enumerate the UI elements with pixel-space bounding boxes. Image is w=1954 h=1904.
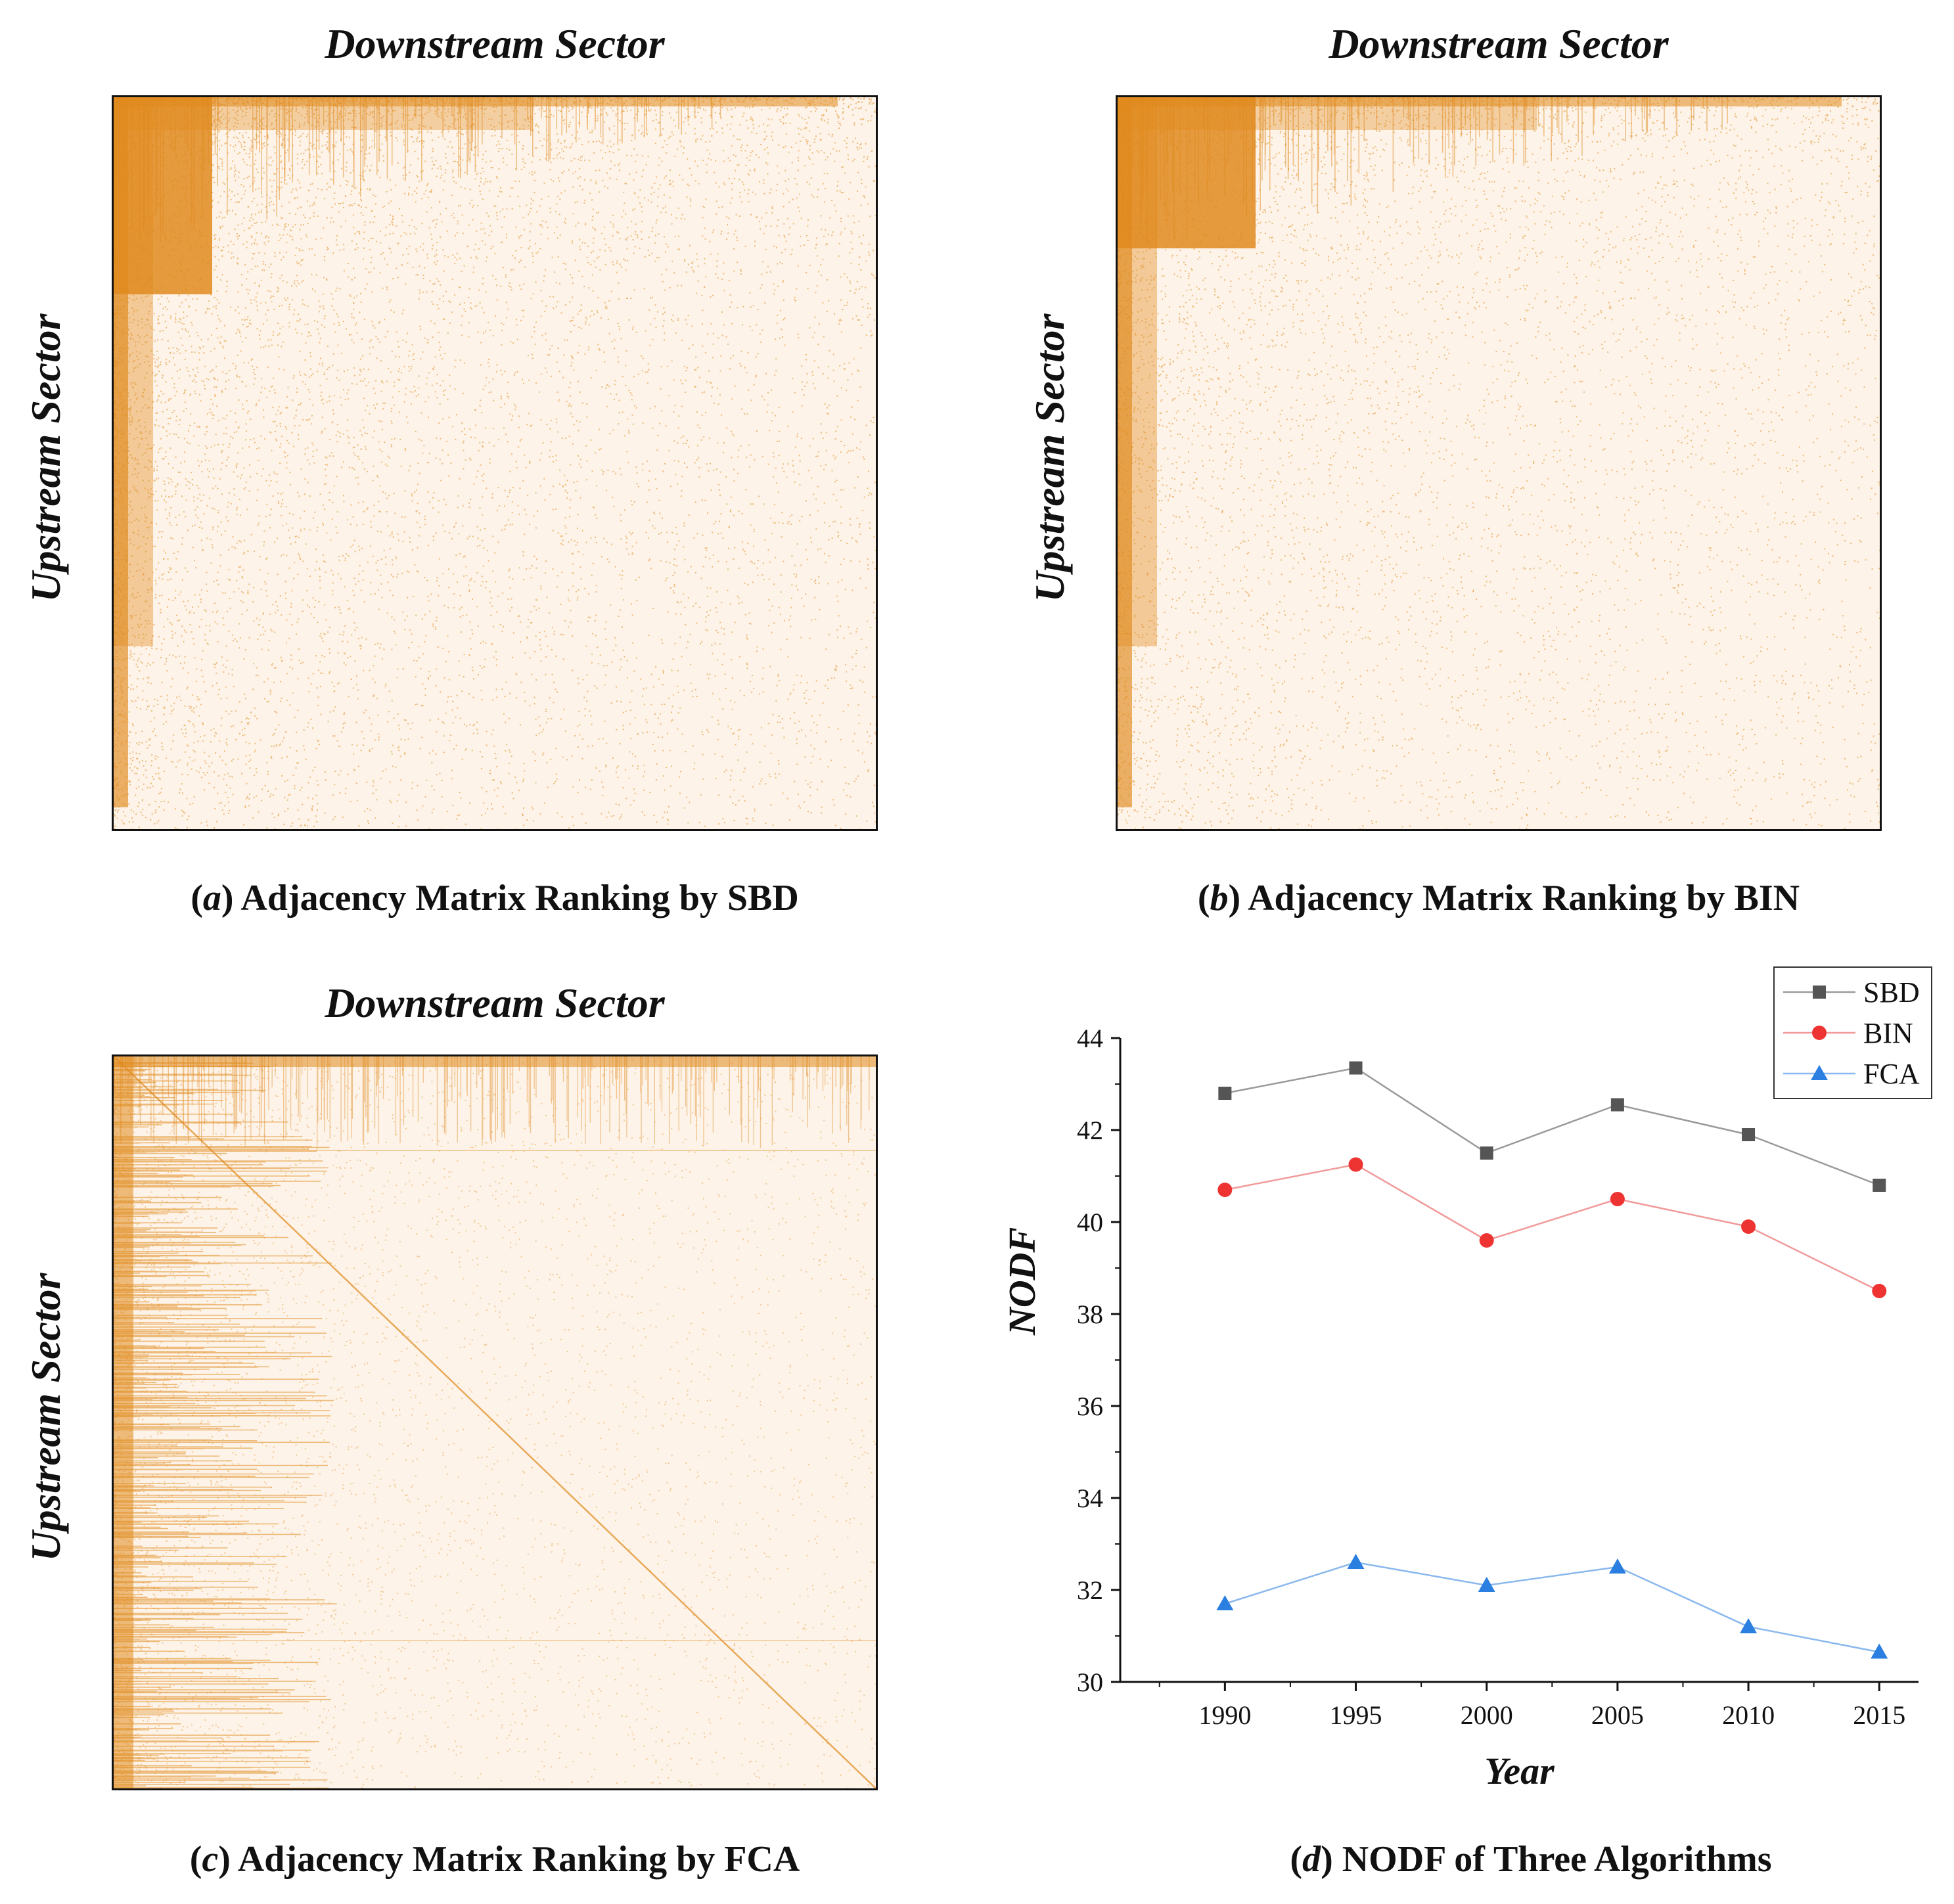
matrix-a-cells — [114, 97, 876, 829]
series-sbd-point — [1610, 1098, 1624, 1112]
series-bin-point — [1610, 1192, 1625, 1206]
series-fca-point — [1608, 1558, 1626, 1574]
matrix-a-scatter — [114, 97, 876, 829]
legend-fca-marker — [1811, 1065, 1828, 1080]
panel-a-side-label: Upstream Sector — [22, 313, 69, 602]
panel-a-matrix — [112, 95, 878, 831]
x-tick-label: 2010 — [1722, 1700, 1775, 1730]
matrix-c-top-band — [114, 1056, 876, 1067]
series-bin-point — [1348, 1157, 1363, 1172]
series-sbd-point — [1349, 1061, 1363, 1075]
series-fca-line — [1224, 1561, 1880, 1653]
panel-a-caption-letter: a — [202, 878, 221, 918]
matrix-c-left-band — [114, 1056, 133, 1788]
panel-c-side-label: Upstream Sector — [22, 1273, 69, 1562]
matrix-a-streaks — [114, 97, 721, 242]
x-tick-label: 2005 — [1591, 1700, 1644, 1730]
legend-sbd-marker — [1813, 986, 1826, 999]
y-tick-label: 38 — [1077, 1300, 1103, 1329]
x-axis-label: Year — [1484, 1750, 1555, 1792]
series-sbd-point — [1480, 1146, 1493, 1160]
panel-b-caption: (b) Adjacency Matrix Ranking by BIN — [1197, 878, 1800, 918]
series-sbd-point — [1873, 1179, 1886, 1192]
matrix-a-plot — [114, 97, 876, 829]
y-axis-label: NODF — [1001, 1227, 1043, 1336]
series-sbd-point — [1218, 1087, 1232, 1100]
panel-d-caption-letter: d — [1302, 1839, 1321, 1880]
panel-c-caption-letter: c — [202, 1839, 219, 1880]
panel-b-matrix — [1116, 95, 1882, 831]
series-bin-point — [1872, 1284, 1887, 1298]
y-tick-label: 40 — [1077, 1208, 1103, 1237]
matrix-c-plot — [114, 1056, 876, 1788]
series-sbd-line — [1225, 1067, 1880, 1187]
matrix-b-cells — [1118, 97, 1880, 829]
series-bin-point — [1741, 1219, 1756, 1234]
legend-bin-marker — [1812, 1026, 1827, 1040]
matrix-c-hline-1 — [114, 1150, 876, 1151]
matrix-c-row-streaks — [114, 1062, 337, 1788]
panel-b-caption-letter: b — [1210, 878, 1229, 918]
series-bin-point — [1217, 1183, 1233, 1197]
x-tick-label: 1995 — [1330, 1700, 1382, 1730]
nodf-line-chart: 30 32 34 36 38 40 42 44 1990 1995 2000 2005 2010 2015… — [1001, 966, 1932, 1792]
x-tick-label: 2000 — [1461, 1700, 1513, 1730]
panel-d-caption: (d) NODF of Three Algorithms — [1290, 1839, 1772, 1880]
series-fca-point — [1347, 1554, 1365, 1569]
series-fca-point — [1740, 1618, 1758, 1633]
panel-a-caption: (a) Adjacency Matrix Ranking by SBD — [191, 878, 799, 918]
panel-b-side-label: Upstream Sector — [1026, 313, 1073, 602]
legend-bin-label: BIN — [1863, 1017, 1913, 1049]
y-tick-label: 36 — [1077, 1392, 1103, 1421]
matrix-b-plot — [1118, 97, 1880, 829]
matrix-b-streaks — [1118, 97, 1728, 246]
legend-fca-label: FCA — [1863, 1058, 1920, 1090]
series-fca — [1216, 1554, 1888, 1659]
series-sbd-point — [1742, 1128, 1756, 1141]
panel-c-caption: (c) Adjacency Matrix Ranking by FCA — [189, 1839, 800, 1880]
matrix-c-col-streaks — [114, 1056, 870, 1148]
series-bin — [1217, 1157, 1887, 1298]
panel-d-caption-text: NODF of Three Algorithms — [1332, 1839, 1772, 1880]
panel-b-caption-text: Adjacency Matrix Ranking by BIN — [1240, 878, 1800, 918]
panel-c-top-label: Downstream Sector — [325, 980, 665, 1026]
panel-c-caption-text: Adjacency Matrix Ranking by FCA — [230, 1839, 800, 1880]
x-tick-label: 2015 — [1853, 1700, 1905, 1730]
series-bin-point — [1479, 1233, 1494, 1248]
y-tick-label: 32 — [1077, 1575, 1103, 1605]
matrix-c-diagonal — [114, 1056, 876, 1788]
panel-b-top-label: Downstream Sector — [1329, 20, 1669, 67]
series-fca-point — [1871, 1643, 1888, 1659]
chart-legend: SBD BIN FCA — [1773, 966, 1932, 1099]
y-tick-label: 34 — [1077, 1484, 1103, 1513]
y-tick-label: 42 — [1077, 1116, 1103, 1145]
panel-a-caption-text: Adjacency Matrix Ranking by SBD — [233, 878, 799, 918]
legend-sbd-label: SBD — [1863, 976, 1920, 1009]
series-fca-point — [1478, 1577, 1495, 1592]
series-fca-point — [1216, 1595, 1234, 1610]
panel-a-top-label: Downstream Sector — [325, 20, 665, 67]
panel-c-matrix — [112, 1054, 878, 1790]
y-tick-label: 30 — [1077, 1667, 1103, 1697]
y-tick-label: 44 — [1077, 1024, 1103, 1053]
x-tick-label: 1990 — [1198, 1700, 1251, 1730]
series-bin-line — [1225, 1164, 1880, 1292]
series-sbd — [1218, 1061, 1886, 1192]
matrix-c-hline-2 — [114, 1640, 876, 1641]
matrix-c-cells — [114, 1056, 876, 1788]
